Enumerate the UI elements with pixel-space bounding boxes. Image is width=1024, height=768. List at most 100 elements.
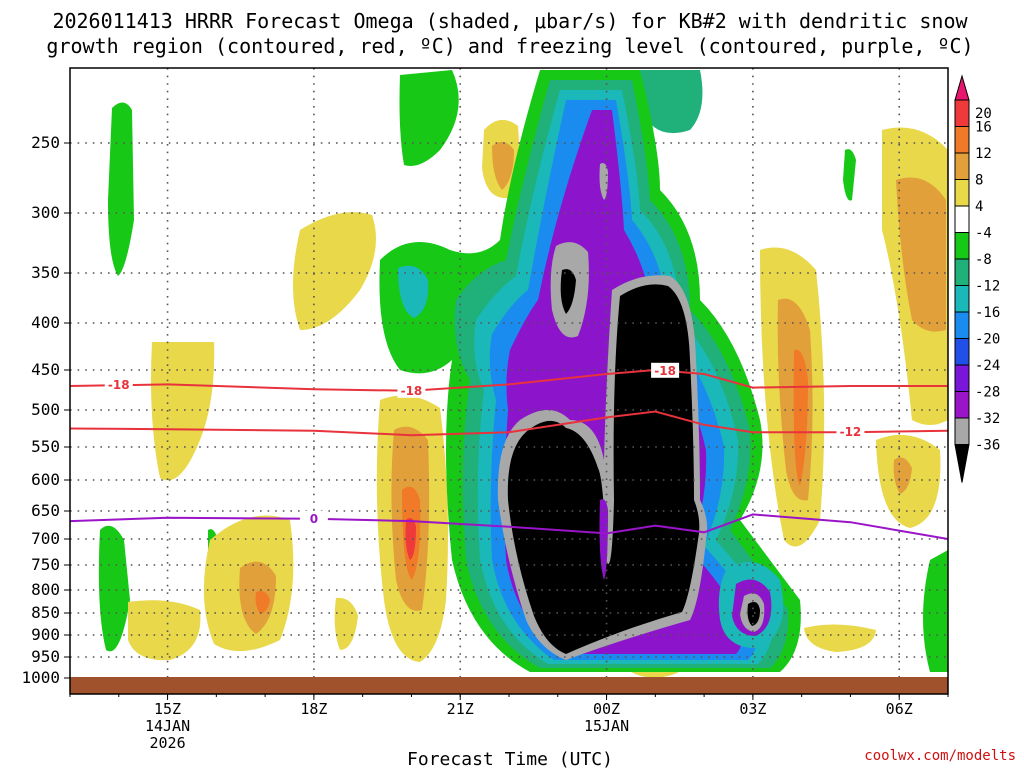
colorbar-top-arrow — [954, 74, 970, 101]
x-tick-label: 15Z — [154, 700, 181, 718]
colorbar-swatch — [954, 232, 970, 260]
y-tick-label: 650 — [31, 501, 60, 520]
x-tick-label: 15JAN — [584, 717, 629, 735]
omega-region-green — [843, 149, 856, 201]
x-tick-label: 03Z — [739, 700, 766, 718]
colorbar-label: -36 — [975, 438, 1000, 454]
colorbar-swatch — [954, 391, 970, 419]
colorbar-label: -28 — [975, 385, 1000, 401]
omega-region-yellow — [128, 600, 201, 661]
colorbar-label: -4 — [975, 226, 992, 242]
x-tick-label: 21Z — [447, 700, 474, 718]
y-tick-label: 850 — [31, 603, 60, 622]
contour-label: -18 — [108, 378, 130, 392]
chart-title-line-1: 2026011413 HRRR Forecast Omega (shaded, … — [52, 9, 968, 33]
contour-freezing-level — [70, 513, 948, 540]
contour-label: -12 — [840, 425, 862, 439]
omega-shaded-field — [98, 70, 948, 678]
y-tick-label: 550 — [31, 437, 60, 456]
omega-region-green — [98, 525, 130, 652]
y-tick-label: 400 — [31, 313, 60, 332]
omega-region-yellow — [151, 342, 215, 481]
colorbar-label: 4 — [975, 199, 983, 215]
omega-region-purple — [599, 499, 608, 580]
contour-dgz-lower — [70, 410, 948, 437]
omega-region-orange — [893, 457, 912, 494]
y-tick-label: 750 — [31, 555, 60, 574]
omega-region-yellow — [334, 597, 358, 650]
omega-region-green — [923, 550, 948, 672]
y-tick-label: 700 — [31, 529, 60, 548]
contour-label-bg — [299, 510, 328, 526]
omega-region-orange — [405, 518, 416, 560]
colorbar-swatch — [954, 258, 970, 286]
colorbar-swatch — [954, 364, 970, 392]
colorbar-label: -32 — [975, 411, 1000, 427]
omega-region-black — [560, 269, 576, 314]
omega-region-yellow — [804, 624, 876, 652]
omega-region-green — [108, 102, 134, 276]
x-axis-label: Forecast Time (UTC) — [407, 749, 613, 768]
omega-region-yellow — [293, 212, 376, 330]
colorbar-swatch — [954, 99, 970, 127]
y-tick-label: 800 — [31, 580, 60, 599]
omega-region-teal — [640, 70, 703, 134]
contour-label: -18 — [401, 384, 423, 398]
x-tick-label: 00Z — [593, 700, 620, 718]
omega-region-orange — [896, 177, 946, 332]
y-tick-label: 350 — [31, 263, 60, 282]
contour-label-bg — [397, 382, 426, 398]
y-tick-label: 300 — [31, 203, 60, 222]
omega-region-orange — [492, 141, 514, 190]
colorbar-label: -24 — [975, 358, 1000, 374]
y-tick-label: 450 — [31, 360, 60, 379]
chart-title-line-2: growth region (contoured, red, ºC) and f… — [46, 34, 973, 58]
omega-region-green — [399, 70, 459, 166]
colorbar-swatch — [954, 179, 970, 207]
contour-label-bg — [104, 377, 133, 393]
terrain-bar — [70, 677, 948, 694]
y-tick-label: 600 — [31, 470, 60, 489]
colorbar-label: -16 — [975, 305, 1000, 321]
temperature-contours: -18 -18 -18 -12 0 — [70, 362, 948, 540]
colorbar-label: -8 — [975, 252, 992, 268]
colorbar-label: -20 — [975, 332, 1000, 348]
colorbar-swatch — [954, 126, 970, 154]
grid-lines — [70, 68, 948, 694]
omega-region-orange — [255, 591, 270, 614]
y-tick-label: 950 — [31, 647, 60, 666]
x-tick-label: 14JAN — [145, 717, 190, 735]
contour-dgz-upper — [70, 368, 948, 392]
omega-region-cyan — [398, 265, 429, 318]
credit-text: coolwx.com/modelts — [864, 748, 1016, 764]
colorbar-swatch — [954, 285, 970, 313]
omega-region-black — [747, 602, 760, 626]
x-tick-label: 2026 — [149, 734, 185, 752]
colorbar-swatch — [954, 338, 970, 366]
colorbar-label: 16 — [975, 120, 992, 136]
colorbar-label: 20 — [975, 106, 992, 122]
colorbar-label: -12 — [975, 279, 1000, 295]
colorbar-swatch — [954, 417, 970, 445]
contour-label: -18 — [654, 364, 676, 378]
x-tick-label: 18Z — [300, 700, 327, 718]
contour-label-bg — [836, 424, 865, 440]
y-axis: 250 300 350 400 450 500 550 600 650 700 750 800 850 9… — [21, 133, 70, 687]
colorbar-label: 8 — [975, 173, 983, 189]
contour-label: 0 — [310, 512, 318, 526]
colorbar-bottom-arrow — [954, 444, 970, 483]
y-tick-label: 1000 — [21, 668, 60, 687]
y-tick-label: 900 — [31, 625, 60, 644]
contour-label-bg — [651, 362, 680, 378]
omega-region-orange — [793, 349, 808, 486]
x-tick-label: 06Z — [886, 700, 913, 718]
colorbar-swatch — [954, 311, 970, 339]
y-tick-label: 250 — [31, 133, 60, 152]
colorbar-swatch — [954, 205, 970, 233]
colorbar-swatch — [954, 152, 970, 180]
y-tick-label: 500 — [31, 400, 60, 419]
colorbar-label: 12 — [975, 146, 992, 162]
